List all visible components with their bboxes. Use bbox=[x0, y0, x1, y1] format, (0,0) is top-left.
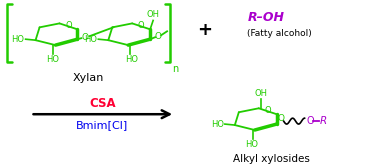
FancyArrowPatch shape bbox=[33, 110, 169, 118]
Text: O: O bbox=[65, 21, 72, 30]
Text: +: + bbox=[197, 21, 212, 39]
Text: OH: OH bbox=[147, 11, 160, 19]
Text: HO: HO bbox=[211, 120, 224, 129]
Text: O: O bbox=[138, 21, 144, 30]
Text: O: O bbox=[307, 116, 314, 126]
Text: Alkyl xylosides: Alkyl xylosides bbox=[233, 154, 310, 164]
Polygon shape bbox=[235, 108, 277, 130]
Text: HO: HO bbox=[46, 55, 59, 64]
Text: O: O bbox=[82, 33, 89, 42]
Text: O: O bbox=[277, 114, 284, 123]
Text: n: n bbox=[172, 64, 178, 74]
Text: HO: HO bbox=[125, 55, 138, 64]
Text: OH: OH bbox=[254, 89, 267, 98]
Text: O: O bbox=[155, 32, 162, 41]
Text: Bmim[Cl]: Bmim[Cl] bbox=[76, 120, 129, 130]
Text: O: O bbox=[264, 106, 271, 115]
Text: CSA: CSA bbox=[89, 97, 116, 110]
Text: HO: HO bbox=[84, 35, 98, 44]
Polygon shape bbox=[36, 23, 77, 45]
Text: R–OH: R–OH bbox=[248, 11, 285, 24]
Text: HO: HO bbox=[245, 140, 258, 149]
Text: (Fatty alcohol): (Fatty alcohol) bbox=[247, 29, 311, 38]
Text: HO: HO bbox=[12, 35, 25, 44]
Text: R: R bbox=[319, 116, 327, 126]
Polygon shape bbox=[108, 23, 150, 45]
Text: Xylan: Xylan bbox=[73, 73, 104, 83]
